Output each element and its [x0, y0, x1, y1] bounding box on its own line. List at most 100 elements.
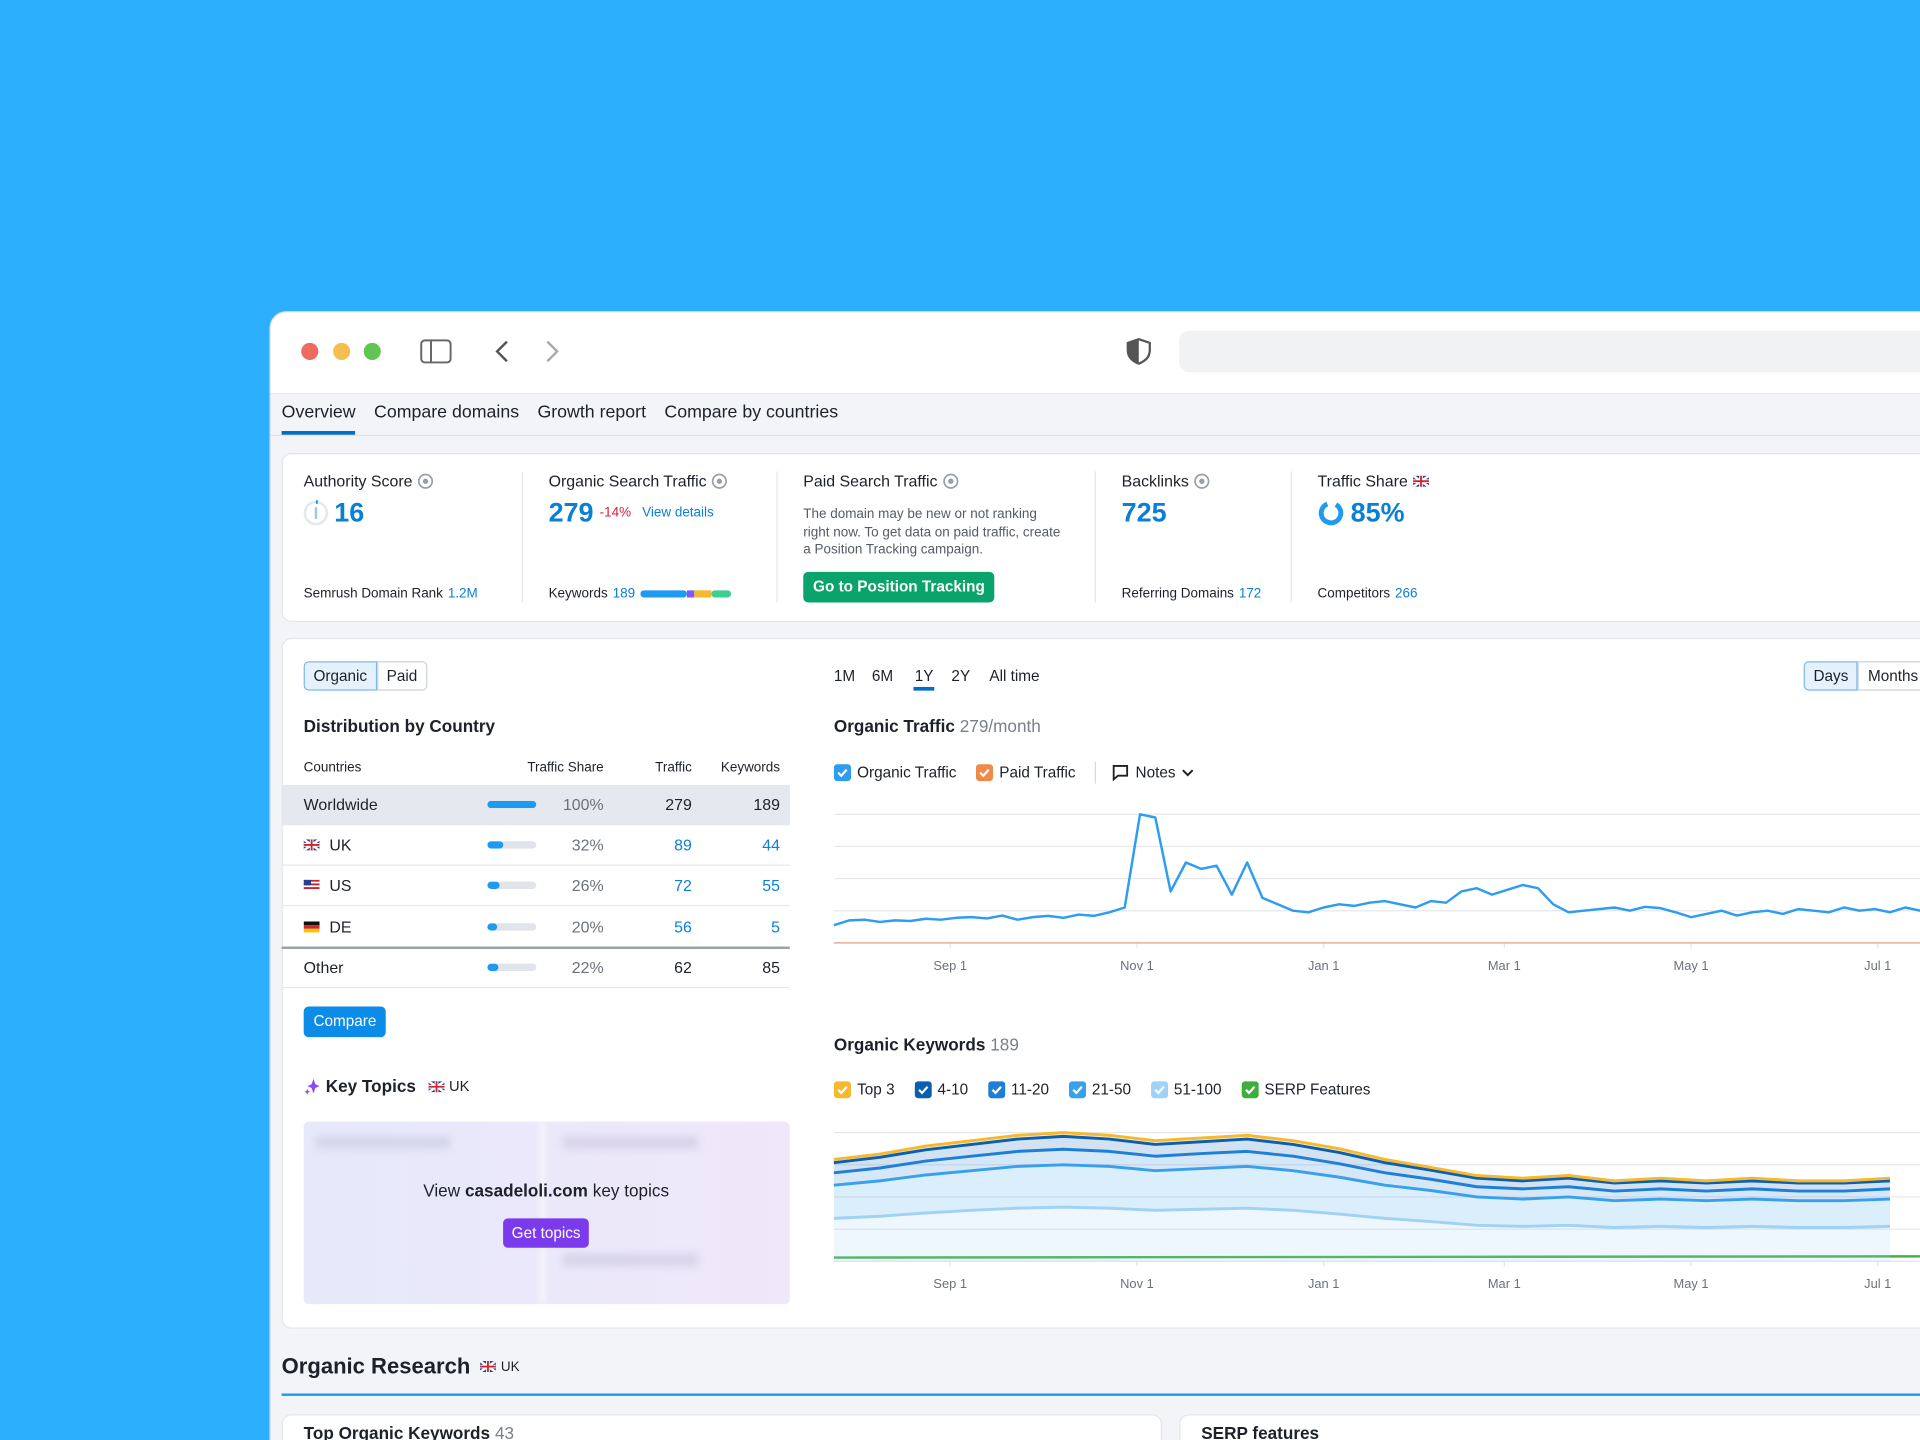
get-topics-button[interactable]: Get topics: [503, 1218, 590, 1248]
toggle-option[interactable]: Paid: [376, 661, 428, 691]
chevron[interactable]: [1182, 768, 1194, 778]
keywords-cell[interactable]: 55: [762, 876, 780, 894]
metric-value[interactable]: 85%: [1350, 497, 1405, 528]
traffic-cell: 89: [674, 835, 692, 855]
share-cell: 20%: [571, 917, 604, 937]
flag: [480, 1361, 497, 1373]
section-title: Distribution by Country: [303, 716, 496, 736]
back-button[interactable]: [492, 339, 512, 363]
section-title: Organic Research: [281, 1353, 471, 1379]
tab[interactable]: Overview: [281, 393, 356, 435]
metric-value-row: 85%: [1318, 497, 1405, 529]
traffic-cell[interactable]: 56: [674, 918, 692, 936]
notes-button[interactable]: Notes: [1135, 764, 1176, 782]
legend-label[interactable]: Organic Traffic: [857, 764, 957, 782]
traffic-cell: 62: [674, 958, 692, 977]
metric-divider: [1290, 471, 1292, 603]
address-bar[interactable]: [1179, 330, 1920, 373]
legend-label[interactable]: 51-100: [1173, 1081, 1222, 1099]
country-cell[interactable]: UK: [303, 836, 352, 854]
period-option[interactable]: 1Y: [915, 667, 934, 684]
share-cell: 22%: [572, 958, 604, 976]
checkbox[interactable]: [833, 764, 852, 782]
legend-label[interactable]: Paid Traffic: [999, 764, 1076, 782]
checkbox[interactable]: [987, 1081, 1005, 1099]
metric-value[interactable]: 725: [1121, 497, 1167, 528]
minimize-button[interactable]: [333, 342, 351, 360]
chart-legend: Organic Traffic Paid Traffic Notes: [833, 761, 1194, 784]
granularity-option[interactable]: Months: [1858, 661, 1920, 691]
checkbox[interactable]: [914, 1081, 932, 1099]
period-option[interactable]: All time: [989, 667, 1039, 684]
info-icon[interactable]: [942, 473, 958, 489]
granularity-option[interactable]: Days: [1803, 661, 1859, 691]
period-option[interactable]: 1M: [834, 667, 855, 684]
metric-link[interactable]: View details: [642, 505, 714, 521]
compare-button[interactable]: Compare: [303, 1006, 387, 1038]
card-header: Top Organic Keywords 43: [304, 1423, 514, 1440]
notes-icon[interactable]: [1112, 764, 1129, 782]
legend-label[interactable]: 11-20: [1010, 1081, 1049, 1099]
x-tick-label: Nov 1: [1120, 1277, 1154, 1292]
forward-button[interactable]: [542, 339, 562, 363]
keywords-cell: 5: [771, 917, 780, 937]
share-cell: 32%: [571, 835, 604, 855]
share-cell: 20%: [572, 918, 604, 936]
sidebar-toggle[interactable]: [420, 339, 452, 364]
country-cell[interactable]: Other: [304, 958, 344, 976]
period-option: All time: [989, 667, 1040, 685]
card-count: 43: [494, 1422, 515, 1440]
info-icon[interactable]: [417, 473, 433, 489]
info-icon[interactable]: [1194, 473, 1210, 489]
share-bar: [487, 800, 537, 809]
metric-value-row: 16: [303, 497, 365, 529]
legend-label[interactable]: 4-10: [937, 1081, 969, 1099]
checkbox[interactable]: [975, 764, 994, 782]
checkbox[interactable]: [1068, 1081, 1086, 1099]
metric-value[interactable]: 279: [548, 497, 594, 528]
country-cell[interactable]: US: [303, 876, 352, 894]
legend-label[interactable]: 21-50: [1091, 1081, 1132, 1099]
column-header: Traffic Share: [527, 760, 603, 775]
privacy-shield[interactable]: [1126, 338, 1151, 365]
close-button[interactable]: [301, 342, 319, 360]
metric-footer-value[interactable]: 189: [612, 586, 636, 602]
row-divider: [281, 904, 790, 907]
share-bar-track: [487, 800, 537, 809]
metric-footer-label: Keywords: [548, 586, 608, 602]
keywords-cell: 189: [753, 795, 780, 814]
country-cell[interactable]: Worldwide: [304, 795, 378, 813]
legend-label[interactable]: SERP Features: [1264, 1081, 1371, 1099]
zoom-button[interactable]: [363, 342, 381, 360]
traffic-cell[interactable]: 89: [674, 836, 692, 854]
traffic-cell: 279: [665, 795, 692, 813]
granularity-toggle: Days Months: [1803, 661, 1920, 691]
checkbox[interactable]: [1241, 1081, 1259, 1099]
info-icon[interactable]: [711, 473, 728, 489]
keywords-cell[interactable]: 44: [762, 836, 780, 854]
traffic-cell[interactable]: 72: [674, 876, 692, 894]
toggle-option[interactable]: Organic: [303, 661, 377, 691]
tab[interactable]: Growth report: [537, 402, 647, 423]
period-option[interactable]: 2Y: [951, 667, 970, 684]
legend-label[interactable]: Top 3: [857, 1081, 895, 1099]
metric-value[interactable]: 16: [334, 497, 365, 528]
share-cell: 22%: [571, 958, 604, 977]
checkbox[interactable]: [833, 1081, 852, 1099]
checkbox[interactable]: [1150, 1081, 1168, 1099]
metric-footer-value[interactable]: 1.2M: [447, 586, 478, 602]
metric-footer-value[interactable]: 266: [1395, 586, 1418, 602]
tab[interactable]: Compare by countries: [664, 402, 839, 423]
key-topics-header: Key Topics UK: [304, 1076, 469, 1096]
metric-footer-value[interactable]: 172: [1238, 586, 1262, 602]
share-bar-track: [487, 963, 537, 972]
sparkle-icon: [304, 1078, 321, 1095]
x-tick-label: May 1: [1673, 958, 1709, 974]
tab[interactable]: Compare domains: [374, 402, 520, 423]
cta-button[interactable]: Go to Position Tracking: [803, 571, 995, 603]
x-tick-label: Jan 1: [1307, 1277, 1340, 1292]
country-cell[interactable]: DE: [303, 918, 352, 936]
chart-title: Organic Keywords 189: [834, 1035, 1019, 1055]
period-option[interactable]: 6M: [872, 667, 893, 684]
keywords-cell[interactable]: 5: [771, 918, 780, 936]
